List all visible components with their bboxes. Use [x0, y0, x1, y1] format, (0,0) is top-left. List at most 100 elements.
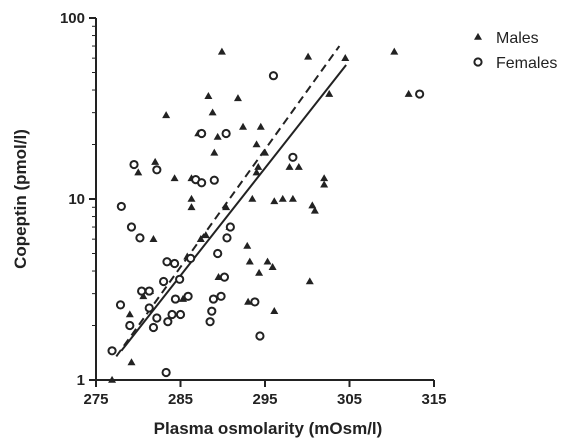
female-point — [152, 313, 162, 323]
female-point — [288, 152, 298, 162]
female-point — [163, 317, 173, 327]
fit-line-dashed — [115, 45, 341, 357]
male-point — [248, 194, 257, 202]
legend-label: Males — [496, 30, 539, 47]
male-point — [222, 203, 231, 211]
female-point — [415, 89, 425, 99]
male-point — [244, 297, 253, 305]
y-tick-label: 100 — [60, 10, 85, 27]
y-tick-label: 10 — [68, 191, 85, 208]
x-tick-label: 275 — [83, 391, 108, 408]
female-point — [197, 178, 207, 188]
male-point — [245, 257, 254, 265]
male-point — [151, 157, 160, 165]
female-point — [129, 159, 139, 170]
female-point — [116, 201, 126, 212]
female-point — [216, 291, 226, 301]
male-point — [252, 140, 261, 148]
male-point — [252, 168, 261, 176]
female-point — [169, 258, 180, 269]
x-tick-label: 285 — [168, 391, 193, 408]
male-point — [304, 52, 313, 60]
female-point — [148, 322, 159, 333]
legend-label: Females — [496, 55, 557, 72]
male-point — [254, 162, 263, 170]
female-point — [167, 309, 177, 320]
male-point — [310, 206, 319, 214]
female-point — [175, 274, 185, 284]
male-point — [179, 294, 188, 302]
male-point — [308, 201, 317, 209]
male-point — [217, 47, 226, 55]
male-point — [390, 47, 399, 55]
female-point — [115, 300, 126, 310]
axes: 1 10 100 275 285 295 305 315 — [60, 10, 447, 408]
female-point — [137, 286, 147, 296]
male-point — [187, 203, 196, 211]
female-point — [161, 367, 171, 378]
male-point — [261, 148, 269, 156]
male-point — [134, 168, 143, 176]
female-point — [219, 272, 230, 282]
male-point — [294, 162, 303, 170]
female-point — [125, 320, 135, 331]
female-point — [183, 291, 193, 301]
female-point — [255, 331, 265, 341]
female-point — [197, 128, 207, 139]
male-point — [162, 111, 171, 119]
male-point — [255, 268, 264, 276]
male-point — [320, 174, 329, 182]
male-point — [208, 108, 217, 116]
male-point — [320, 180, 329, 188]
legend-marker-males — [474, 32, 482, 40]
female-point — [208, 294, 219, 304]
x-axis-title: Plasma osmolarity (mOsm/l) — [154, 419, 383, 438]
male-point — [196, 234, 205, 242]
x-tick-label: 295 — [252, 391, 277, 408]
female-point — [126, 222, 137, 232]
male-point — [288, 194, 297, 202]
y-axis-title: Copeptin (pmol/l) — [11, 129, 30, 269]
male-point — [268, 263, 277, 270]
male-point — [325, 89, 334, 97]
female-point — [209, 175, 219, 185]
legend: Males Females — [473, 30, 557, 72]
male-point — [263, 257, 272, 265]
male-point — [256, 122, 265, 130]
female-point — [159, 276, 169, 287]
female-point — [144, 303, 154, 313]
female-point — [205, 317, 215, 327]
male-point — [149, 234, 158, 242]
male-point — [125, 310, 134, 318]
female-point — [144, 286, 154, 296]
fit-line-solid — [120, 64, 347, 352]
male-point — [187, 194, 196, 202]
male-point — [201, 231, 210, 239]
male-point — [139, 292, 148, 300]
male-point — [108, 375, 117, 383]
x-tick-label: 305 — [337, 391, 362, 408]
male-point — [239, 122, 248, 130]
female-point — [186, 253, 196, 263]
x-tick-label: 315 — [421, 391, 446, 408]
male-point — [243, 241, 252, 249]
male-point — [213, 132, 222, 140]
male-point — [233, 94, 242, 102]
female-point — [250, 297, 260, 307]
fit-lines — [115, 45, 347, 357]
female-point — [175, 309, 186, 320]
male-point — [270, 197, 279, 205]
data-points — [107, 47, 425, 383]
female-point — [222, 233, 232, 243]
female-point — [268, 71, 279, 81]
male-point — [285, 162, 294, 170]
y-tick-label: 1 — [77, 372, 85, 389]
male-point — [210, 148, 219, 156]
male-point — [270, 307, 279, 314]
male-point — [170, 174, 179, 182]
legend-marker-females — [473, 57, 483, 67]
female-point — [162, 257, 172, 267]
female-point — [135, 233, 145, 243]
female-point — [152, 165, 162, 175]
